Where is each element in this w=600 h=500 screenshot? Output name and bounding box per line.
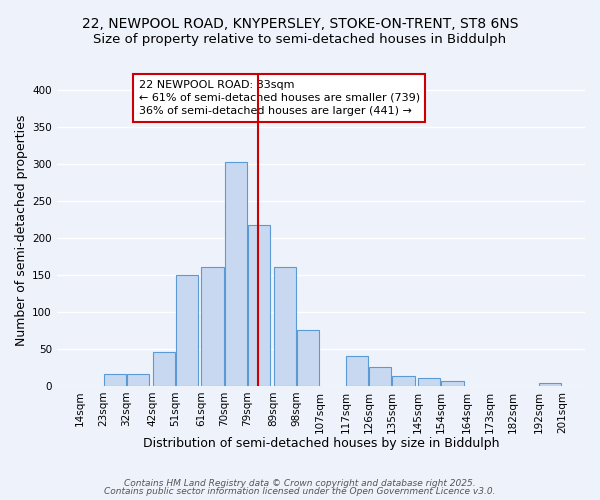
Text: Size of property relative to semi-detached houses in Biddulph: Size of property relative to semi-detach… xyxy=(94,32,506,46)
Y-axis label: Number of semi-detached properties: Number of semi-detached properties xyxy=(15,114,28,346)
Text: 22, NEWPOOL ROAD, KNYPERSLEY, STOKE-ON-TRENT, ST8 6NS: 22, NEWPOOL ROAD, KNYPERSLEY, STOKE-ON-T… xyxy=(82,18,518,32)
Bar xyxy=(104,374,126,386)
Bar xyxy=(297,330,319,386)
Bar xyxy=(127,374,149,386)
Text: Contains public sector information licensed under the Open Government Licence v3: Contains public sector information licen… xyxy=(104,487,496,496)
Bar xyxy=(346,356,368,386)
X-axis label: Distribution of semi-detached houses by size in Biddulph: Distribution of semi-detached houses by … xyxy=(143,437,499,450)
Text: Contains HM Land Registry data © Crown copyright and database right 2025.: Contains HM Land Registry data © Crown c… xyxy=(124,478,476,488)
Bar xyxy=(274,268,296,386)
Bar xyxy=(418,378,440,386)
Bar xyxy=(202,268,224,386)
Bar xyxy=(392,376,415,386)
Bar xyxy=(248,225,270,386)
Bar xyxy=(224,162,247,386)
Bar xyxy=(539,383,562,386)
Bar xyxy=(441,380,464,386)
Text: 22 NEWPOOL ROAD: 83sqm
← 61% of semi-detached houses are smaller (739)
36% of se: 22 NEWPOOL ROAD: 83sqm ← 61% of semi-det… xyxy=(139,80,420,116)
Bar xyxy=(369,368,391,386)
Bar xyxy=(176,275,198,386)
Bar xyxy=(152,352,175,386)
